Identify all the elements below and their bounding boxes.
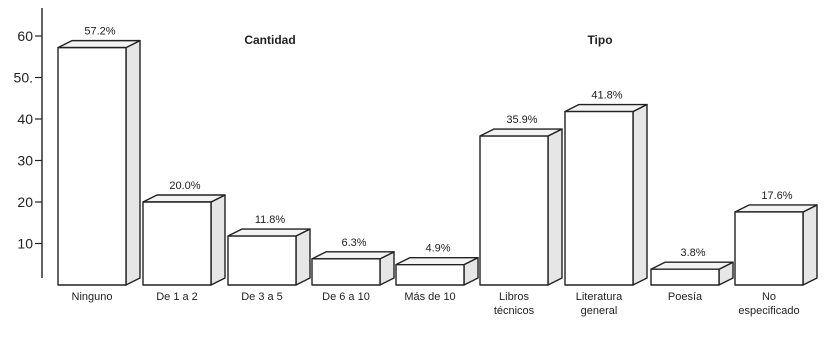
bar: [564, 103, 648, 286]
bar-side: [802, 204, 818, 286]
category-label: De 1 a 2: [156, 291, 198, 303]
bar-top: [479, 128, 563, 137]
category-label: De 3 a 5: [241, 291, 283, 303]
y-tick-label: 10: [17, 236, 33, 252]
y-tick-label: 50.: [14, 70, 33, 86]
data-label: 35.9%: [506, 114, 537, 126]
bar-front: [479, 135, 549, 286]
bar-front: [734, 211, 804, 286]
bar-front: [227, 235, 297, 286]
y-tick-label: 60: [17, 28, 33, 44]
bar: [479, 128, 563, 286]
category-label: general: [581, 305, 618, 317]
data-label: 57.2%: [84, 26, 115, 38]
data-label: 17.6%: [761, 190, 792, 202]
category-label: especificado: [738, 305, 799, 317]
bar-front: [311, 258, 381, 286]
bar-front: [564, 110, 634, 286]
bar-top: [734, 204, 818, 213]
bar-side: [632, 103, 648, 286]
group-label: Tipo: [587, 33, 612, 47]
bar: [142, 194, 226, 286]
bar-top: [311, 251, 395, 260]
bar: [650, 261, 734, 286]
bar-front: [142, 201, 212, 286]
y-tick-label: 30: [17, 153, 33, 169]
bar-top: [650, 261, 734, 270]
bar-top: [564, 103, 648, 113]
bar-front: [57, 46, 127, 286]
bar-side: [547, 128, 563, 286]
y-axis: 10 20 30 40 50. 60: [14, 8, 43, 278]
category-label: Libros: [499, 291, 529, 303]
bar-front: [650, 268, 720, 286]
data-label: 41.8%: [591, 90, 622, 102]
category-label: De 6 a 10: [322, 291, 370, 303]
category-label: Poesía: [668, 291, 703, 303]
category-label: Más de 10: [404, 291, 455, 303]
bars: [57, 39, 818, 286]
data-label: 20.0%: [169, 180, 200, 192]
bar-top: [57, 39, 141, 49]
data-label: 6.3%: [341, 237, 366, 249]
group-label: Cantidad: [244, 33, 295, 47]
category-label: No: [762, 291, 776, 303]
bar-top: [227, 228, 311, 237]
category-label: técnicos: [494, 305, 535, 317]
category-labels: 57.2% Ninguno 20.0% De 1 a 2 11.8% De 3 a 5 6.…: [72, 26, 800, 317]
bar: [734, 204, 818, 286]
bar-top: [142, 194, 226, 203]
y-tick-label: 20: [17, 194, 33, 210]
category-label: Ninguno: [72, 291, 113, 303]
group-labels: Cantidad Tipo: [244, 33, 612, 47]
category-label: Literatura: [576, 291, 623, 303]
y-tick-label: 40: [17, 111, 33, 127]
bar: [311, 251, 395, 286]
data-label: 4.9%: [425, 243, 450, 255]
bar: [227, 228, 311, 286]
data-label: 11.8%: [255, 214, 286, 226]
data-label: 3.8%: [680, 247, 705, 259]
bar-front: [395, 263, 465, 286]
bar: [395, 256, 479, 286]
bar-side: [125, 39, 141, 286]
bar: [57, 39, 141, 286]
bar-side: [295, 228, 311, 286]
bar-top: [395, 256, 479, 266]
bar-side: [210, 194, 226, 286]
